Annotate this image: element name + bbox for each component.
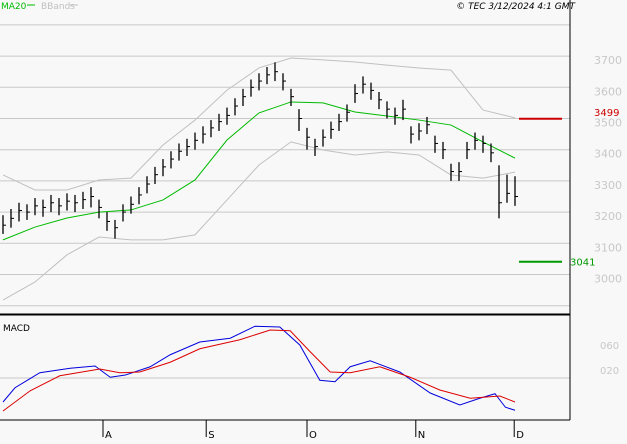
price-bar	[362, 76, 366, 94]
price-bar	[10, 208, 14, 228]
price-bar	[82, 191, 86, 209]
price-bar	[250, 79, 254, 97]
price-bar	[298, 109, 302, 131]
price-bar	[178, 143, 182, 161]
price-bar	[458, 162, 462, 181]
price-bar	[242, 88, 246, 107]
price-bar	[98, 199, 102, 219]
price-bar	[410, 126, 414, 144]
copyright-timestamp: © TEC 3/12/2024 4:1 GMT	[456, 2, 576, 12]
price-bar	[130, 196, 134, 214]
price-bar	[386, 101, 390, 119]
price-bar	[218, 113, 222, 131]
price-bar	[402, 99, 406, 121]
y-tick-label: 3600	[594, 85, 622, 98]
price-bar	[346, 104, 350, 122]
signal-line	[2, 329, 516, 412]
price-bar	[330, 121, 334, 139]
price-bar	[378, 91, 382, 110]
x-tick-label: N	[418, 430, 425, 440]
x-tick-label: S	[208, 430, 214, 440]
price-bar	[162, 159, 166, 177]
support-label: 3041	[570, 258, 595, 269]
macd-line	[2, 325, 516, 411]
y-tick-label: 3700	[594, 54, 622, 67]
price-bar	[434, 135, 438, 153]
price-bar	[194, 132, 198, 150]
price-bar	[226, 107, 230, 125]
price-bar	[306, 127, 310, 150]
price-bar	[66, 193, 70, 211]
price-bar	[506, 174, 510, 203]
price-bar	[442, 141, 446, 160]
x-tick-label: A	[105, 430, 112, 440]
price-bar	[26, 204, 30, 220]
ma20-line	[2, 101, 516, 241]
price-bar	[186, 138, 190, 156]
price-bar	[170, 151, 174, 169]
y-tick-label: 3000	[594, 273, 622, 286]
y-tick-label: 3300	[594, 179, 622, 192]
price-bar	[18, 202, 22, 222]
price-bar	[490, 143, 494, 163]
price-bar	[114, 219, 118, 239]
price-bar	[314, 138, 318, 156]
price-bar	[418, 123, 422, 141]
legend-ma20: MA20	[1, 2, 27, 12]
price-bar	[2, 215, 6, 234]
price-bar	[266, 67, 270, 85]
price-bar	[274, 62, 278, 82]
price-bar	[138, 187, 142, 205]
price-bar	[450, 163, 454, 181]
price-bar	[474, 132, 478, 150]
macd-y-tick-label: 020	[600, 366, 619, 377]
bollinger-lower-line	[2, 141, 516, 301]
price-bar	[202, 126, 206, 144]
y-tick-label: 3400	[594, 148, 622, 161]
price-bar	[258, 73, 262, 91]
legend-bbands: BBands	[41, 2, 75, 12]
price-bar	[58, 198, 62, 216]
price-bar	[234, 98, 238, 116]
price-bar	[282, 73, 286, 91]
price-bar	[50, 194, 54, 213]
price-bar	[498, 165, 502, 219]
x-tick-label: O	[309, 430, 317, 440]
macd-title: MACD	[3, 324, 30, 334]
price-bar	[210, 120, 214, 138]
resistance-label: 3499	[594, 108, 619, 119]
x-tick-label: D	[516, 430, 524, 440]
price-bar	[42, 199, 46, 217]
price-bar	[122, 204, 126, 222]
price-bar	[338, 113, 342, 131]
price-bar	[482, 135, 486, 153]
price-bar	[426, 116, 430, 135]
price-bar	[154, 166, 158, 185]
macd-y-tick-label: 060	[600, 341, 619, 352]
y-tick-label: 3200	[594, 210, 622, 223]
y-tick-label: 3100	[594, 241, 622, 254]
price-bar	[466, 141, 470, 160]
price-bar	[394, 107, 398, 125]
price-bar	[90, 187, 94, 208]
price-bar	[322, 129, 326, 147]
price-bar	[290, 88, 294, 107]
price-bar	[370, 82, 374, 100]
price-bar	[514, 176, 518, 206]
price-bar	[354, 84, 358, 103]
bollinger-upper-line	[2, 57, 516, 191]
price-bar	[106, 212, 110, 231]
price-bar	[146, 176, 150, 194]
price-bar	[74, 194, 78, 213]
price-bar	[34, 198, 38, 216]
y-tick-label: 3500	[594, 117, 622, 130]
